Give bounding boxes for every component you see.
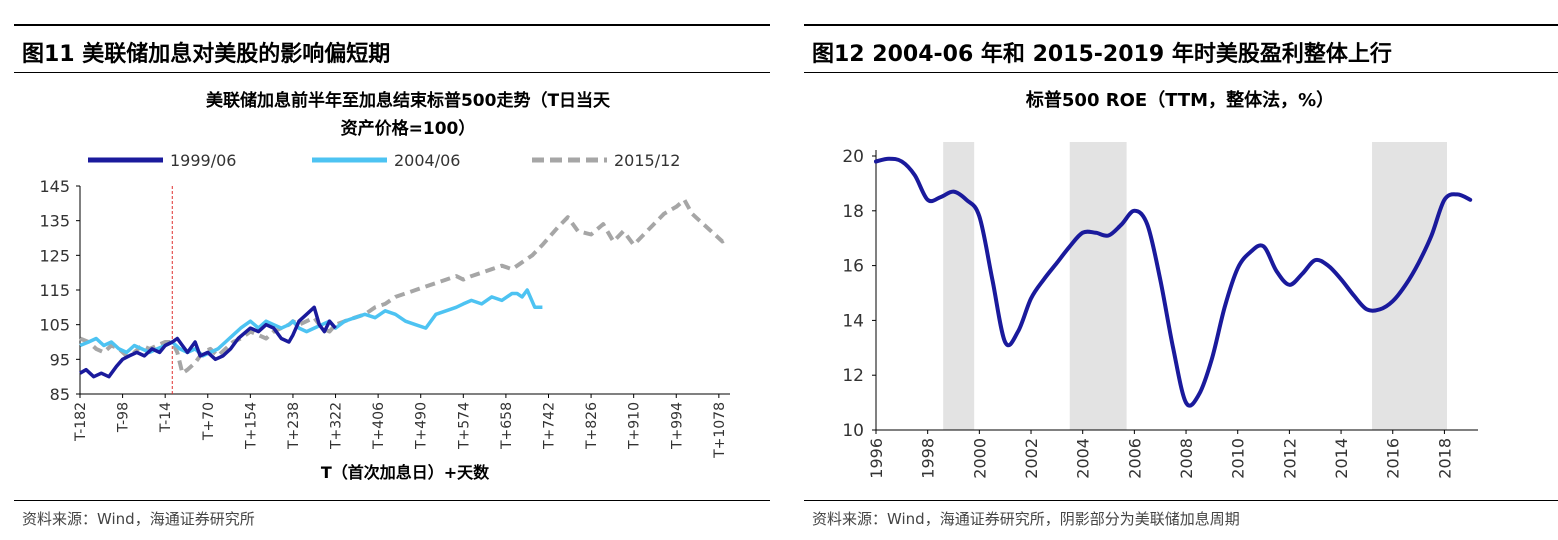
- x-tick-label: T+322: [329, 402, 345, 450]
- source-rule: [14, 500, 770, 501]
- x-tick-label: 2010: [1229, 438, 1248, 479]
- y-tick-label: 10: [842, 421, 864, 441]
- y-tick-label: 135: [39, 212, 70, 231]
- sp500-roe-chart: 标普500 ROE（TTM，整体法，%） 10 12 14 16 18 20 1996 199…: [842, 89, 1478, 479]
- chart-title-line-2: 资产价格=100）: [341, 118, 476, 139]
- y-tick-label: 14: [842, 311, 864, 331]
- title-rule: [804, 72, 1558, 73]
- chart-title: 标普500 ROE（TTM，整体法，%）: [1025, 89, 1334, 111]
- plot-area: 85 95 105 115 125 135 145 T-182 T-98 T-14 T+70 T+15…: [39, 177, 730, 459]
- y-tick-label: 16: [842, 257, 864, 277]
- y-tick-label: 105: [39, 316, 70, 335]
- top-rule: [14, 24, 770, 26]
- x-tick-label: T-14: [158, 402, 174, 433]
- chart-legend: 1999/06 2004/06 2015/12: [88, 151, 680, 170]
- x-tick-label: 2004: [1074, 438, 1093, 479]
- y-tick-label: 125: [39, 246, 70, 265]
- source-note: 资料来源：Wind，海通证券研究所: [22, 510, 255, 528]
- x-tick-label: 1996: [867, 438, 886, 479]
- x-tick-label: T+154: [243, 402, 259, 450]
- x-tick-label: T-98: [116, 402, 132, 433]
- x-tick-label: T+994: [669, 402, 685, 450]
- y-tick-label: 95: [50, 350, 70, 369]
- x-tick-label: 2002: [1022, 438, 1041, 479]
- x-tick-label: T+238: [286, 402, 302, 450]
- x-tick-label: 1998: [919, 438, 938, 479]
- series-line-2015-12: [79, 197, 729, 376]
- y-tick-label: 12: [842, 366, 864, 386]
- x-axis-title: T（首次加息日）+天数: [321, 463, 490, 482]
- x-tick-label: T+826: [584, 402, 600, 450]
- y-tick-label: 20: [842, 147, 864, 167]
- title-rule: [14, 72, 770, 73]
- x-tick-label: T+70: [201, 402, 217, 441]
- x-tick-label: 2006: [1125, 438, 1144, 479]
- series-line-2004-06: [79, 288, 543, 358]
- y-tick-label: 85: [50, 385, 70, 404]
- legend-label-2004-06: 2004/06: [394, 151, 460, 170]
- x-tick-label: T+574: [456, 402, 472, 450]
- x-tick-label: 2012: [1280, 438, 1299, 479]
- figure-title: 图12 2004-06 年和 2015-2019 年时美股盈利整体上行: [812, 42, 1392, 67]
- rate-hike-shade: [1372, 142, 1447, 430]
- left-figure-panel: 图11 美联储加息对美股的影响偏短期 美联储加息前半年至加息结束标普500走势（…: [0, 0, 770, 540]
- roe-series-line: [874, 156, 1473, 408]
- source-rule: [804, 500, 1558, 501]
- source-note: 资料来源：Wind，海通证券研究所，阴影部分为美联储加息周期: [812, 510, 1240, 528]
- x-tick-label: 2000: [970, 438, 989, 479]
- figure-title: 图11 美联储加息对美股的影响偏短期: [22, 42, 391, 67]
- rate-hike-shade: [943, 142, 975, 430]
- sp500-rate-hike-chart: 美联储加息前半年至加息结束标普500走势（T日当天 资产价格=100） 1999…: [39, 90, 730, 482]
- x-tick-label: T+1078: [712, 402, 728, 459]
- rate-hike-shade: [1069, 142, 1127, 430]
- series-line-1999-06: [79, 305, 337, 379]
- x-tick-label: 2008: [1177, 438, 1196, 479]
- x-tick-label: 2014: [1332, 438, 1351, 479]
- plot-area: 10 12 14 16 18 20 1996 1998 2000 2002 2004 2006 2008…: [842, 142, 1478, 479]
- right-figure-panel: 图12 2004-06 年和 2015-2019 年时美股盈利整体上行 标普50…: [790, 0, 1558, 540]
- x-tick-label: T-182: [73, 402, 89, 442]
- x-tick-label: 2016: [1384, 438, 1403, 479]
- y-tick-label: 115: [39, 281, 70, 300]
- x-tick-label: 2018: [1435, 438, 1454, 479]
- x-tick-label: T+658: [499, 402, 515, 450]
- legend-label-1999-06: 1999/06: [170, 151, 236, 170]
- x-tick-label: T+406: [371, 402, 387, 450]
- chart-title-line-1: 美联储加息前半年至加息结束标普500走势（T日当天: [206, 90, 611, 111]
- y-tick-label: 18: [842, 202, 864, 222]
- legend-label-2015-12: 2015/12: [614, 151, 680, 170]
- x-tick-label: T+490: [414, 402, 430, 450]
- top-rule: [804, 24, 1558, 26]
- x-tick-label: T+910: [627, 402, 643, 450]
- y-tick-label: 145: [39, 177, 70, 196]
- x-tick-label: T+742: [541, 402, 557, 450]
